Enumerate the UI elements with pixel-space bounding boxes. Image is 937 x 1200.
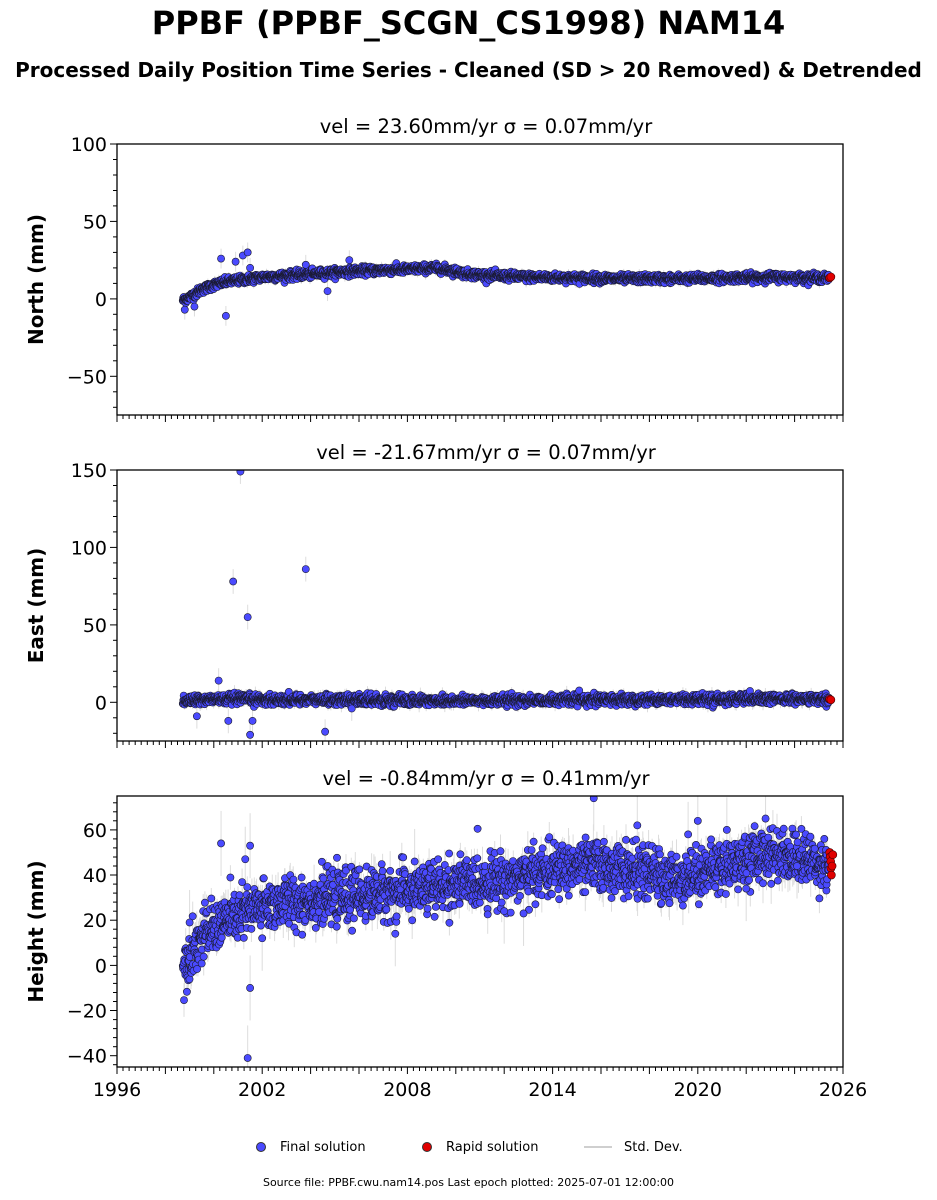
panel-north: −50 0 50 100 vel = 23.60mm/yr σ = 0.07mm/yr N… — [24, 115, 844, 422]
north-final-points — [178, 248, 833, 320]
north-final-point — [243, 248, 252, 257]
north-final-point — [221, 311, 230, 320]
north-y-tick-label: −50 — [67, 366, 107, 388]
north-plot-area — [178, 242, 836, 326]
east-final-points — [178, 470, 833, 739]
north-rapid-point — [826, 272, 836, 282]
north-final-point — [301, 260, 310, 269]
north-final-point — [246, 263, 254, 272]
north-final-point — [180, 305, 189, 314]
north-y-axis-label: North (mm) — [24, 214, 48, 345]
north-final-point — [231, 257, 240, 266]
north-y-tick-label: 50 — [83, 211, 107, 233]
north-final-point — [323, 287, 332, 296]
north-rapid-points — [825, 272, 836, 283]
figure-title: PPBF (PPBF_SCGN_CS1998) NAM14 — [151, 4, 786, 42]
time-series-figure: −50 0 50 100 vel = 23.60mm/yr σ = 0.07mm/yr N… — [24, 115, 867, 1101]
north-y-tick-label: 100 — [71, 134, 107, 156]
north-final-point — [190, 302, 199, 311]
north-final-point — [345, 256, 354, 265]
figure-subtitle: Processed Daily Position Time Series - C… — [15, 58, 922, 82]
east-plot-area — [178, 470, 836, 741]
north-final-point — [217, 254, 225, 263]
north-panel-title: vel = 23.60mm/yr σ = 0.07mm/yr — [320, 115, 653, 138]
north-x-ticks — [110, 143, 844, 422]
north-y-tick-label: 0 — [95, 289, 107, 311]
